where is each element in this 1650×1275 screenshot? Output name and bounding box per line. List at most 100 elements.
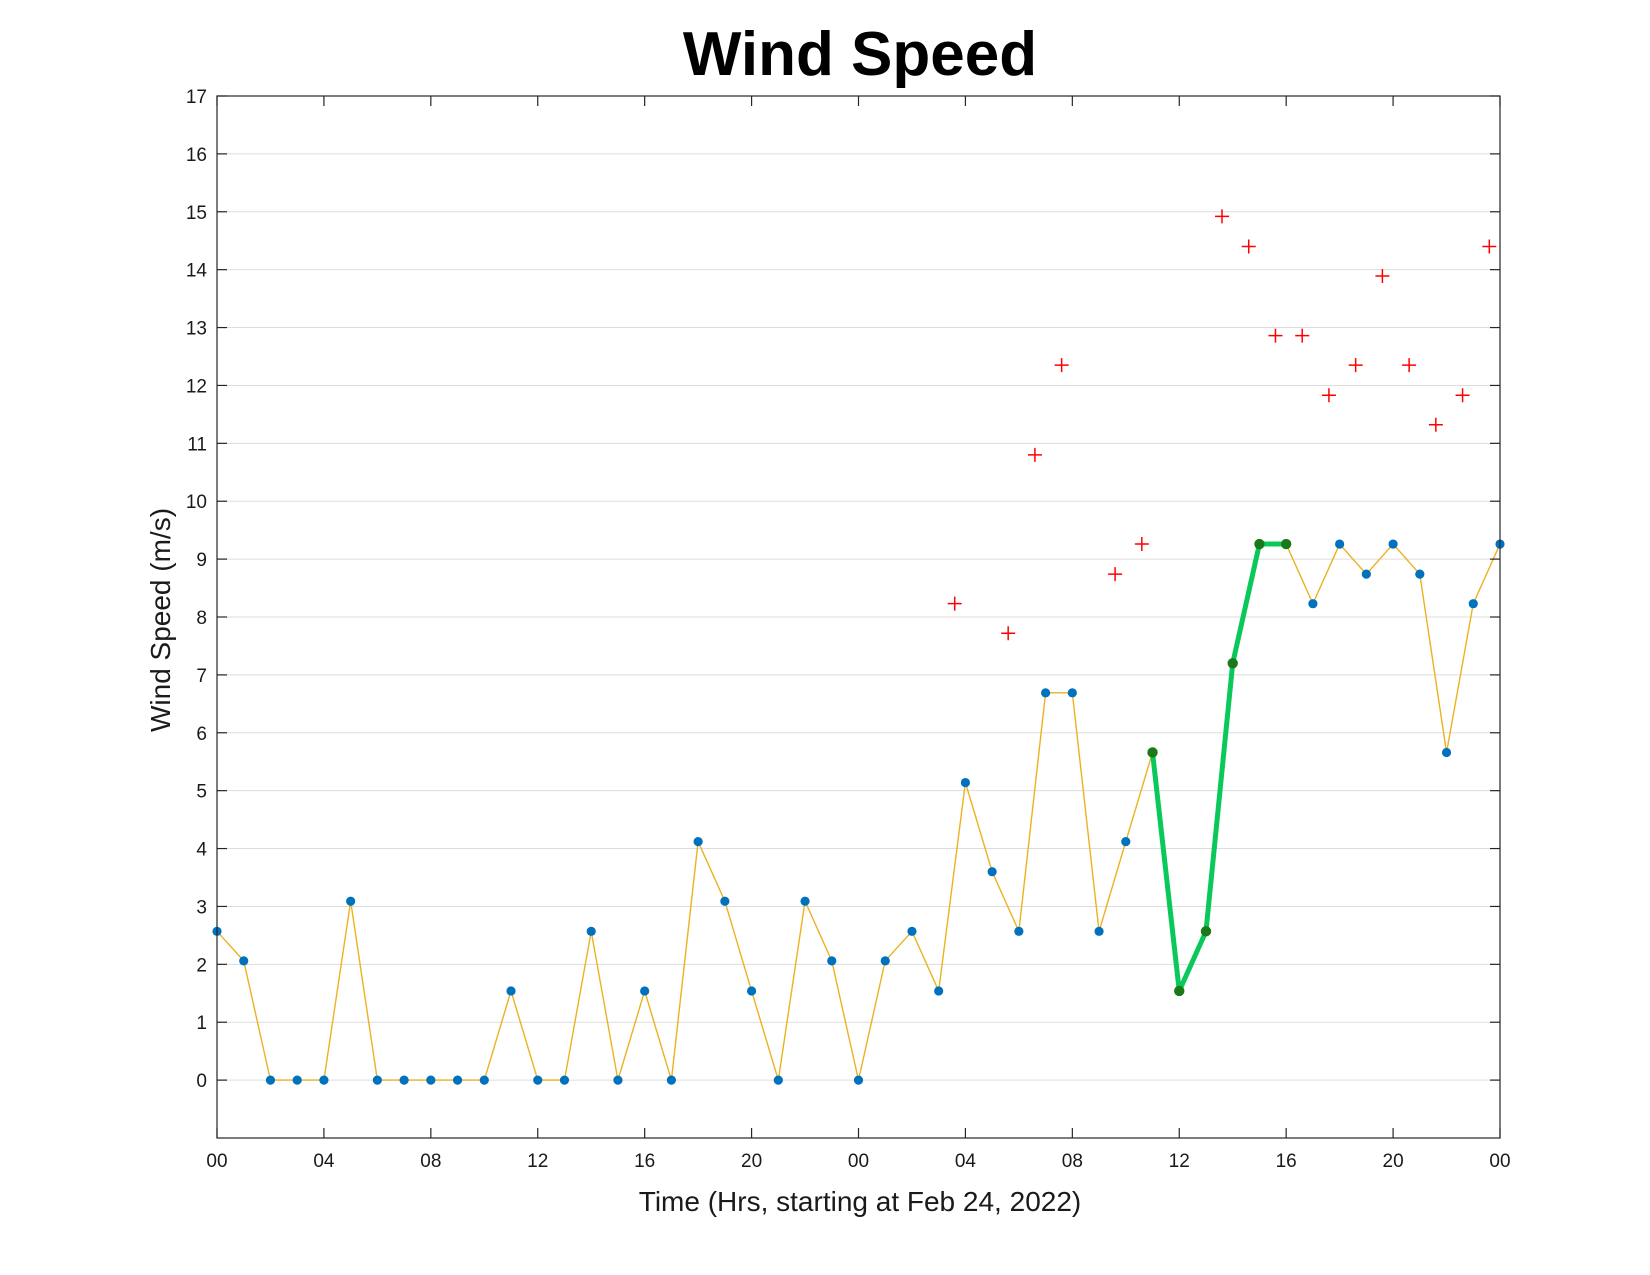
grid-lines <box>217 95 1500 1081</box>
x-tick-label: 00 <box>206 1151 227 1172</box>
wind-speed-point <box>506 986 516 996</box>
x-tick-label: 16 <box>634 1151 655 1172</box>
wind-speed-point <box>372 1075 382 1085</box>
y-tick-label: 7 <box>196 666 207 687</box>
wind-speed-point <box>746 986 757 996</box>
wind-speed-point <box>934 986 944 996</box>
y-tick-label: 9 <box>196 550 207 571</box>
x-tick-label: 12 <box>527 1151 548 1172</box>
gust-marker <box>1455 388 1470 403</box>
y-tick-label: 2 <box>196 955 207 976</box>
y-tick-label: 14 <box>186 261 208 282</box>
wind-speed-point <box>479 1075 489 1085</box>
wind-speed-point <box>960 777 971 788</box>
x-tick-label: 00 <box>1489 1151 1510 1172</box>
wind-speed-point <box>239 956 249 966</box>
wind-speed-point <box>666 1075 676 1085</box>
y-tick-label: 8 <box>196 608 207 629</box>
y-tick-label: 4 <box>196 840 207 861</box>
gust-marker <box>1375 269 1390 284</box>
y-tick-label: 11 <box>187 434 207 455</box>
y-tick-label: 17 <box>186 87 207 108</box>
y-tick-label: 1 <box>196 1013 207 1034</box>
gust-marker <box>1108 567 1123 582</box>
wind-speed-point <box>1041 688 1051 698</box>
x-tick-label: 04 <box>313 1151 335 1172</box>
gust-marker <box>1348 358 1363 373</box>
gust-marker <box>1134 537 1149 552</box>
highlight-line <box>1150 541 1287 994</box>
y-tick-label: 15 <box>186 203 207 224</box>
wind-speed-point <box>1335 539 1345 549</box>
wind-speed-point <box>907 926 917 936</box>
highlight-point <box>1254 538 1265 550</box>
gust-marker <box>1482 239 1497 254</box>
wind-speed-point <box>720 896 730 906</box>
highlight-point <box>1147 747 1158 758</box>
wind-speed-point <box>586 926 596 936</box>
wind-speed-point <box>319 1075 329 1085</box>
gust-marker <box>1215 209 1230 224</box>
y-tick-label: 6 <box>196 724 207 745</box>
wind-speed-point <box>1121 837 1131 847</box>
axis-ticks <box>216 95 1501 1138</box>
wind-speed-point <box>1361 569 1371 579</box>
wind-speed-point <box>1067 688 1077 698</box>
x-tick-label: 00 <box>848 1151 869 1172</box>
y-tick-label: 12 <box>186 376 207 397</box>
y-axis-title: Wind Speed (m/s) <box>145 508 176 732</box>
y-tick-label: 16 <box>186 145 207 166</box>
chart-title: Wind Speed <box>683 20 1037 89</box>
wind-speed-point <box>613 1075 623 1085</box>
gust-marker <box>1402 358 1417 373</box>
gust-marker <box>1321 388 1336 403</box>
wind-speed-point <box>1014 926 1024 936</box>
gust-marker <box>1428 417 1443 432</box>
y-tick-label: 3 <box>196 897 207 918</box>
x-axis-title: Time (Hrs, starting at Feb 24, 2022) <box>639 1186 1081 1217</box>
wind-speed-point <box>426 1075 436 1085</box>
wind-speed-point <box>853 1075 864 1085</box>
wind-speed-point <box>773 1075 783 1085</box>
x-tick-label: 08 <box>1062 1151 1083 1172</box>
wind-speed-point <box>1468 599 1478 609</box>
wind-speed-point <box>640 986 650 996</box>
wind-speed-point <box>1441 747 1452 758</box>
gust-marker <box>1027 447 1042 462</box>
wind-speed-point <box>800 896 810 906</box>
gust-marker <box>1054 358 1069 373</box>
y-tick-label: 10 <box>186 492 207 513</box>
plot-series <box>212 209 1505 1085</box>
wind-speed-point <box>265 1075 276 1085</box>
gust-marker <box>1268 328 1283 343</box>
y-tick-label: 5 <box>196 782 207 803</box>
gust-marker <box>947 596 962 611</box>
highlight-point <box>1174 985 1185 997</box>
wind-speed-point <box>880 956 890 966</box>
highlight-point <box>1280 538 1292 550</box>
highlight-point <box>1200 926 1212 937</box>
x-tick-label: 08 <box>420 1151 441 1172</box>
wind-speed-point <box>292 1075 302 1085</box>
x-tick-label: 20 <box>741 1151 762 1172</box>
gust-marker <box>1241 239 1256 254</box>
y-tick-label: 0 <box>196 1071 207 1092</box>
wind-speed-point <box>827 956 837 966</box>
wind-speed-point <box>399 1075 409 1085</box>
wind-speed-point <box>1308 599 1318 609</box>
wind-speed-point <box>693 837 703 847</box>
gust-marker <box>1295 328 1310 343</box>
x-tick-label: 12 <box>1169 1151 1190 1172</box>
x-tick-label: 16 <box>1276 1151 1297 1172</box>
y-tick-label: 13 <box>186 319 207 340</box>
wind-speed-point <box>1388 539 1398 549</box>
highlight-point <box>1227 658 1238 669</box>
wind-speed-point <box>452 1075 463 1085</box>
x-tick-label: 04 <box>955 1151 977 1172</box>
x-tick-label: 20 <box>1383 1151 1404 1172</box>
wind-speed-point <box>1094 926 1104 936</box>
wind-speed-point <box>987 867 997 877</box>
wind-speed-point <box>559 1075 570 1085</box>
